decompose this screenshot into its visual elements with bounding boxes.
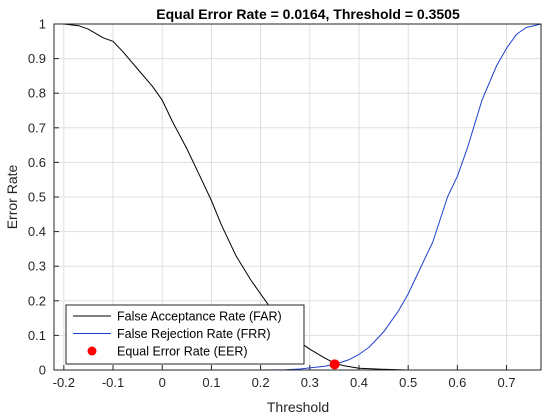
- x-tick-label: 0.5: [399, 375, 417, 390]
- x-tick-label: 0.6: [448, 375, 466, 390]
- y-axis-label: Error Rate: [4, 165, 20, 230]
- y-tick-label: 0.5: [28, 190, 46, 205]
- chart-title: Equal Error Rate = 0.0164, Threshold = 0…: [156, 6, 460, 22]
- x-tick-label: 0.3: [301, 375, 319, 390]
- y-tick-label: 0.9: [28, 51, 46, 66]
- y-tick-label: 0.4: [28, 224, 46, 239]
- legend-label: False Rejection Rate (FRR): [117, 327, 271, 341]
- y-tick-label: 0: [39, 363, 46, 378]
- x-tick-label: 0: [159, 375, 166, 390]
- y-tick-label: 0.1: [28, 328, 46, 343]
- y-tick-label: 0.7: [28, 120, 46, 135]
- x-tick-label: 0.4: [350, 375, 368, 390]
- x-tick-label: 0.7: [498, 375, 516, 390]
- x-tick-label: 0.1: [202, 375, 220, 390]
- y-tick-label: 0.8: [28, 86, 46, 101]
- y-tick-label: 0.2: [28, 293, 46, 308]
- x-tick-label: -0.1: [102, 375, 124, 390]
- y-tick-label: 0.3: [28, 259, 46, 274]
- axes-box: [53, 23, 542, 371]
- x-tick-label: 0.2: [252, 375, 270, 390]
- y-tick-label: 0.6: [28, 155, 46, 170]
- legend-label: Equal Error Rate (EER): [117, 345, 248, 359]
- plot-area: -0.2 -0.1 0 0.1 0.2 0.3 0.4 0.5 0.6 0.7 0 0.1 0.2 0.3…: [28, 17, 542, 390]
- legend-box: [65, 304, 305, 365]
- eer-point: [329, 359, 340, 370]
- x-axis-label: Threshold: [267, 399, 329, 415]
- x-tick-label: -0.2: [53, 375, 75, 390]
- legend-swatch-dot: [87, 346, 97, 356]
- legend-label: False Acceptance Rate (FAR): [117, 310, 282, 324]
- y-tick-label: 1: [39, 17, 46, 32]
